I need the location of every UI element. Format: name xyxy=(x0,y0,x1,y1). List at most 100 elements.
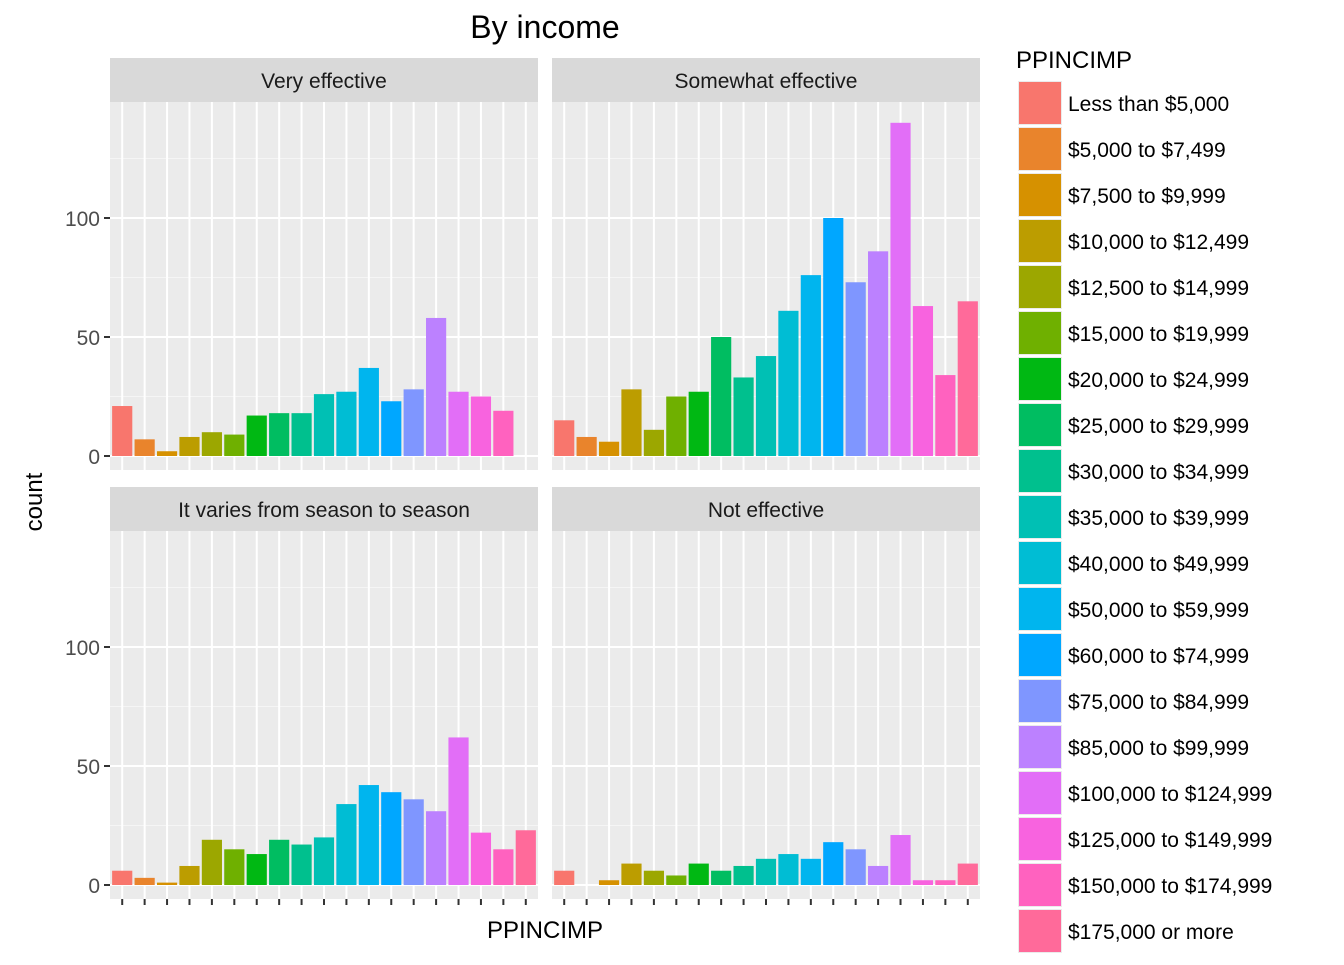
bar xyxy=(800,858,821,885)
legend-item: $10,000 to $12,499 xyxy=(1018,219,1249,263)
facet-strip xyxy=(110,487,538,531)
legend-item: $30,000 to $34,999 xyxy=(1018,449,1249,493)
bar xyxy=(201,839,222,885)
legend-title: PPINCIMP xyxy=(1016,47,1132,74)
bar xyxy=(134,877,155,885)
legend-label: $40,000 to $49,999 xyxy=(1068,553,1249,576)
bar xyxy=(778,310,799,456)
bar xyxy=(291,413,312,456)
bar xyxy=(554,870,575,885)
bar xyxy=(845,282,866,456)
facet-panel: It varies from season to season 0 50 100 xyxy=(65,487,538,905)
legend-label: $50,000 to $59,999 xyxy=(1068,599,1249,622)
bar xyxy=(112,870,133,885)
legend-label: $7,500 to $9,999 xyxy=(1068,185,1226,208)
legend-item: $12,500 to $14,999 xyxy=(1018,265,1249,309)
bar xyxy=(755,858,777,885)
bar xyxy=(156,451,178,456)
bar xyxy=(868,251,889,456)
bar xyxy=(515,830,536,885)
legend-swatch xyxy=(1019,174,1061,216)
bar xyxy=(666,396,687,456)
legend-swatch xyxy=(1019,220,1061,262)
bar xyxy=(823,842,844,885)
y-tick-label: 0 xyxy=(88,446,100,469)
bar xyxy=(313,837,335,885)
legend-swatch xyxy=(1019,772,1061,814)
legend-label: $60,000 to $74,999 xyxy=(1068,645,1249,668)
facet-panel: Somewhat effective xyxy=(552,58,980,470)
bar xyxy=(493,849,514,885)
bar xyxy=(643,429,664,456)
bar xyxy=(755,356,777,456)
y-tick-label: 100 xyxy=(65,637,100,660)
bar xyxy=(426,811,447,885)
bar xyxy=(688,863,709,885)
y-axis-label: count xyxy=(21,472,48,531)
y-tick-label: 100 xyxy=(65,208,100,231)
bar xyxy=(845,849,866,885)
bar xyxy=(935,375,956,456)
legend-label: $35,000 to $39,999 xyxy=(1068,507,1249,530)
legend-label: Less than $5,000 xyxy=(1068,93,1229,116)
legend-swatch xyxy=(1019,128,1061,170)
bar xyxy=(598,441,620,456)
legend-item: $50,000 to $59,999 xyxy=(1018,587,1249,631)
bar xyxy=(778,854,799,885)
bar xyxy=(643,870,664,885)
bar xyxy=(470,396,492,456)
bar xyxy=(711,870,732,885)
legend-label: $175,000 or more xyxy=(1068,921,1234,944)
legend-swatch xyxy=(1019,542,1061,584)
bar xyxy=(733,865,754,885)
bar xyxy=(313,394,335,456)
legend-item: $7,500 to $9,999 xyxy=(1018,173,1226,217)
bar xyxy=(621,863,642,885)
y-tick-label: 50 xyxy=(77,756,100,779)
legend-label: $100,000 to $124,999 xyxy=(1068,783,1272,806)
bar xyxy=(201,432,222,456)
legend-swatch xyxy=(1019,680,1061,722)
legend-item: $25,000 to $29,999 xyxy=(1018,403,1249,447)
bar xyxy=(554,420,575,456)
bar xyxy=(246,854,267,885)
legend-swatch xyxy=(1019,726,1061,768)
legend-label: $20,000 to $24,999 xyxy=(1068,369,1249,392)
legend-label: $5,000 to $7,499 xyxy=(1068,139,1226,162)
bar xyxy=(112,406,133,456)
legend-swatch xyxy=(1019,496,1061,538)
facet-strip-label: It varies from season to season xyxy=(178,499,470,522)
legend-swatch xyxy=(1019,588,1061,630)
bar xyxy=(493,410,514,456)
legend-item: $175,000 or more xyxy=(1018,909,1234,953)
legend-item: $15,000 to $19,999 xyxy=(1018,311,1249,355)
bar xyxy=(666,875,687,885)
bar xyxy=(890,122,911,457)
bar xyxy=(598,880,620,885)
chart-title: By income xyxy=(470,9,619,45)
bar xyxy=(224,434,245,456)
legend-swatch xyxy=(1019,910,1061,952)
legend-item: $100,000 to $124,999 xyxy=(1018,771,1272,815)
legend-item: Less than $5,000 xyxy=(1018,81,1229,125)
legend-swatch xyxy=(1019,82,1061,124)
legend-swatch xyxy=(1019,864,1061,906)
bar xyxy=(426,317,447,456)
facet-strip-label: Somewhat effective xyxy=(675,70,858,93)
bar xyxy=(957,863,978,885)
bar xyxy=(957,301,978,456)
legend-item: $75,000 to $84,999 xyxy=(1018,679,1249,723)
legend-swatch xyxy=(1019,634,1061,676)
bar xyxy=(470,832,492,885)
facet-strip xyxy=(552,58,980,102)
legend-label: $25,000 to $29,999 xyxy=(1068,415,1249,438)
legend-item: $125,000 to $149,999 xyxy=(1018,817,1272,861)
bar xyxy=(403,799,424,885)
bar xyxy=(358,367,379,456)
legend-swatch xyxy=(1019,818,1061,860)
bar xyxy=(823,218,844,456)
bar xyxy=(688,391,709,456)
legend-label: $150,000 to $174,999 xyxy=(1068,875,1272,898)
bar xyxy=(291,844,312,885)
bar xyxy=(935,880,956,885)
